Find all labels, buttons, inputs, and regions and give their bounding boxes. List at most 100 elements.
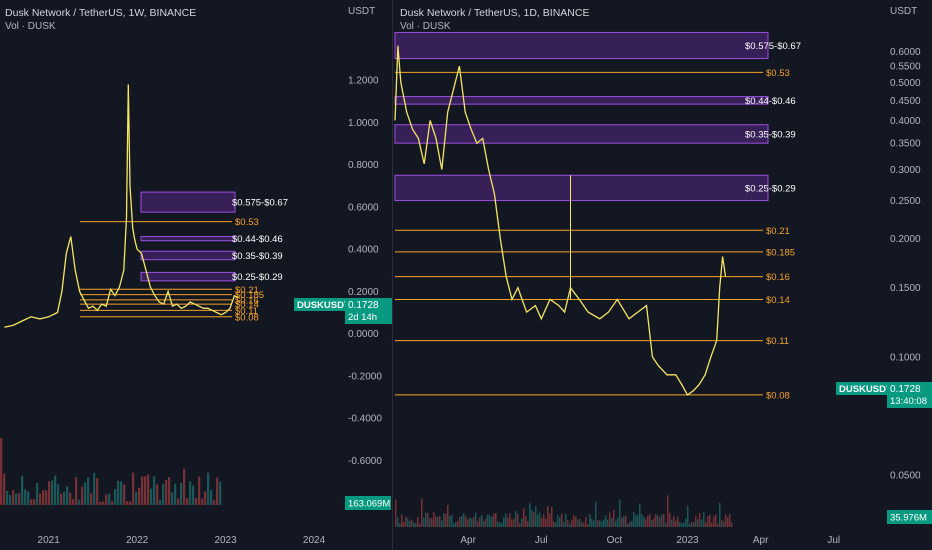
weekly-chart-svg[interactable]: USDT 1.2000 1.0000 0.8000 0.6000 0.4000 0.2000… <box>0 0 393 550</box>
volume-bar <box>651 520 653 527</box>
y-axis-unit-label: USDT <box>890 6 917 17</box>
volume-bar <box>409 520 411 527</box>
resistance-zone[interactable] <box>140 191 236 213</box>
volume-bar <box>165 480 168 505</box>
y-tick-label: 0.0000 <box>348 329 379 340</box>
y-tick-label: -0.4000 <box>348 414 382 425</box>
volume-bar <box>587 523 589 527</box>
volume-bar <box>451 514 453 527</box>
volume-bar <box>573 514 575 527</box>
volume-bar <box>623 516 625 527</box>
volume-indicator-label[interactable]: Vol · DUSK <box>400 21 451 32</box>
volume-bar <box>473 516 475 527</box>
volume-bar <box>615 521 617 527</box>
volume-bar <box>701 519 703 527</box>
volume-bar <box>3 473 6 505</box>
volume-bar <box>123 484 126 505</box>
volume-bar <box>529 503 531 527</box>
volume-bar <box>459 516 461 527</box>
volume-bar <box>114 489 117 505</box>
volume-bar <box>565 514 567 527</box>
price-line[interactable] <box>4 84 240 328</box>
symbol-badge[interactable] <box>294 298 346 311</box>
volume-bar <box>72 499 75 505</box>
y-tick-label: 0.2000 <box>890 234 921 245</box>
zone-label: $0.44-$0.46 <box>745 96 796 107</box>
volume-bar <box>90 493 93 505</box>
volume-bar <box>219 481 222 505</box>
volume-bar <box>42 490 45 505</box>
volume-bar <box>198 476 201 505</box>
volume-bar <box>557 514 559 527</box>
volume-bar <box>60 493 63 505</box>
volume-badge[interactable] <box>345 496 391 510</box>
zone-label: $0.575-$0.67 <box>745 41 801 52</box>
volume-bar <box>186 497 189 505</box>
volume-bar <box>525 516 527 527</box>
last-price-badge[interactable] <box>887 382 932 408</box>
volume-bar <box>545 519 547 527</box>
volume-bar <box>601 521 603 527</box>
volume-bar <box>174 483 177 505</box>
volume-bar <box>433 511 435 527</box>
resistance-zone[interactable] <box>394 96 769 105</box>
volume-bar <box>192 485 195 505</box>
volume-bar <box>21 475 24 505</box>
volume-bar <box>493 513 495 527</box>
volume-bar <box>171 492 174 505</box>
volume-bar <box>679 521 681 527</box>
resistance-zone[interactable] <box>394 174 769 202</box>
volume-bar <box>399 523 401 527</box>
resistance-zone[interactable] <box>140 235 236 242</box>
y-tick-label: 0.1500 <box>890 283 921 294</box>
weekly-chart-pane[interactable]: USDT 1.2000 1.0000 0.8000 0.6000 0.4000 0.2000… <box>0 0 393 550</box>
volume-badge[interactable] <box>887 510 932 524</box>
volume-bar <box>183 468 186 505</box>
price-line[interactable] <box>394 45 727 396</box>
volume-bar <box>631 520 633 527</box>
resistance-zone[interactable] <box>140 271 236 282</box>
x-tick-label: Jul <box>827 535 840 546</box>
volume-bar <box>431 517 433 527</box>
volume-bar <box>437 517 439 527</box>
volume-bar <box>693 522 695 527</box>
volume-bar <box>571 519 573 527</box>
volume-bar <box>81 486 84 505</box>
volume-bar <box>717 523 719 527</box>
volume-bar <box>141 476 144 505</box>
resistance-zone[interactable] <box>140 250 236 261</box>
volume-bar <box>423 517 425 527</box>
volume-bar <box>180 482 183 505</box>
volume-bar <box>547 506 549 527</box>
volume-bar <box>135 492 138 505</box>
last-price-value: 0.1728 <box>890 384 921 395</box>
volume-bar <box>635 515 637 527</box>
volume-bar <box>63 491 66 505</box>
volume-bar <box>659 517 661 527</box>
volume-indicator-label[interactable]: Vol · DUSK <box>5 21 56 32</box>
volume-bar <box>649 513 651 527</box>
volume-bar <box>0 437 3 505</box>
volume-bar <box>683 523 685 527</box>
x-tick-label: Apr <box>460 535 476 546</box>
volume-bar <box>487 514 489 527</box>
resistance-zone[interactable] <box>394 31 769 60</box>
price-level-label: $0.11 <box>766 336 789 347</box>
x-tick-label: 2023 <box>214 535 237 546</box>
bar-countdown: 13:40:08 <box>890 396 927 407</box>
pane-divider[interactable] <box>392 0 393 550</box>
volume-bar <box>427 513 429 527</box>
volume-bar <box>663 513 665 527</box>
volume-bar <box>617 517 619 527</box>
volume-bar <box>699 513 701 527</box>
volume-bar <box>641 514 643 527</box>
last-price-badge[interactable] <box>345 298 393 324</box>
resistance-zone[interactable] <box>394 124 769 144</box>
daily-chart-pane[interactable]: USDT 0.6000 0.5500 0.5000 0.4500 0.4000 0.3500… <box>393 0 932 550</box>
volume-bar <box>531 509 533 527</box>
y-tick-label: 0.3000 <box>890 165 921 176</box>
volume-bar <box>441 520 443 527</box>
volume-bar <box>150 488 153 505</box>
daily-chart-svg[interactable]: USDT 0.6000 0.5500 0.5000 0.4500 0.4000 0.3500… <box>393 0 932 550</box>
symbol-badge[interactable] <box>836 382 887 395</box>
